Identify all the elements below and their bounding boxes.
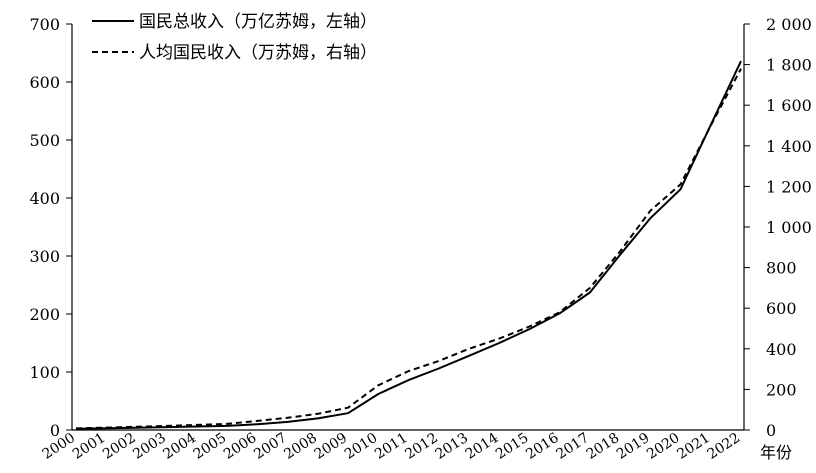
right-tick-label: 200 <box>766 380 797 399</box>
x-tick-label: 2013 <box>433 430 472 463</box>
left-tick-label: 300 <box>29 247 60 266</box>
x-tick-label: 2004 <box>160 430 199 463</box>
right-tick-label: 600 <box>766 299 797 318</box>
right-tick-label: 800 <box>766 259 797 278</box>
right-axis-ticks: 0 200 400 600 800 1 000 1 200 1 400 1 600 1 800 2 … <box>744 15 812 440</box>
series-layer <box>75 60 742 430</box>
right-tick-label: 2 000 <box>766 15 812 34</box>
x-tick-label: 2020 <box>644 430 683 463</box>
x-tick-label: 2001 <box>70 430 109 463</box>
right-tick-label: 1 600 <box>766 96 812 115</box>
x-tick-label: 2008 <box>281 430 320 463</box>
x-tick-label: 2016 <box>523 430 562 463</box>
right-tick-label: 400 <box>766 340 797 359</box>
x-tick-label: 2017 <box>553 430 592 463</box>
left-tick-label: 400 <box>29 189 60 208</box>
right-tick-label: 1 400 <box>766 137 812 156</box>
x-tick-label: 2005 <box>191 430 230 463</box>
x-tick-label: 2003 <box>130 430 169 463</box>
left-tick-label: 100 <box>29 363 60 382</box>
x-tick-label: 2021 <box>674 430 713 463</box>
left-tick-label: 600 <box>29 73 60 92</box>
series-line-gni <box>75 60 742 430</box>
right-tick-label: 1 000 <box>766 218 812 237</box>
left-tick-label: 0 <box>50 421 60 440</box>
x-tick-label: 2007 <box>251 430 290 463</box>
right-tick-label: 1 800 <box>766 56 812 75</box>
left-axis-ticks: 0 100 200 300 400 500 600 700 <box>29 15 72 440</box>
left-tick-label: 500 <box>29 131 60 150</box>
series-line-gni-per-capita <box>75 68 742 430</box>
x-tick-label: 2015 <box>493 430 532 463</box>
x-tick-label: 2018 <box>584 430 623 463</box>
x-tick-label: 2014 <box>463 430 502 463</box>
x-tick-label: 2002 <box>100 430 139 463</box>
x-tick-label: 2010 <box>342 430 381 463</box>
x-tick-label: 2022 <box>705 430 744 463</box>
x-tick-label: 2011 <box>372 430 411 463</box>
legend-label-gni-per-capita: 人均国民收入（万苏姆，右轴） <box>139 43 377 63</box>
legend-label-gni: 国民总收入（万亿苏姆，左轴） <box>139 12 377 32</box>
x-tick-label: 2019 <box>614 430 653 463</box>
x-axis-ticks: 2000200120022003200420052006200720082009… <box>40 430 744 463</box>
right-tick-label: 0 <box>766 421 776 440</box>
x-tick-label: 2009 <box>312 430 351 463</box>
left-tick-label: 200 <box>29 305 60 324</box>
x-tick-label: 2006 <box>221 430 260 463</box>
x-axis-label: 年份 <box>760 443 792 462</box>
right-tick-label: 1 200 <box>766 177 812 196</box>
legend: 国民总收入（万亿苏姆，左轴） 人均国民收入（万苏姆，右轴） <box>92 12 377 63</box>
x-tick-label: 2012 <box>402 430 441 463</box>
left-tick-label: 700 <box>29 15 60 34</box>
